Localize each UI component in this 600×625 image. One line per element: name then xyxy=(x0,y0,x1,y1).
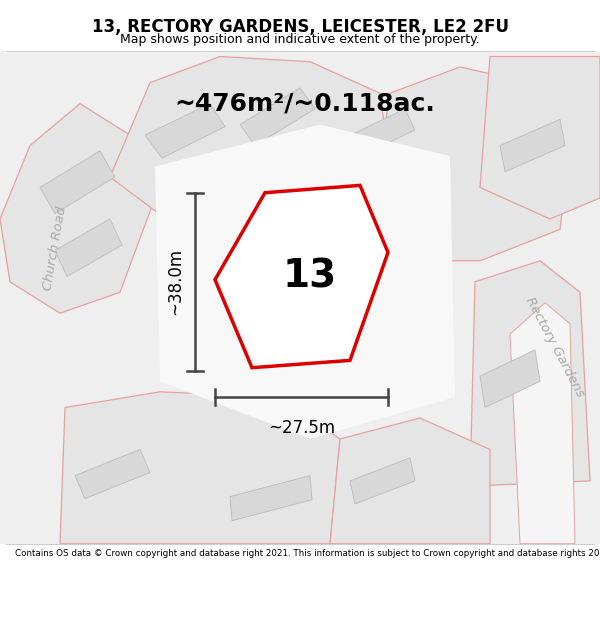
Polygon shape xyxy=(370,67,570,261)
Text: ~476m²/~0.118ac.: ~476m²/~0.118ac. xyxy=(175,92,436,116)
Text: ~38.0m: ~38.0m xyxy=(166,248,184,316)
Text: Church Road: Church Road xyxy=(41,205,69,291)
Polygon shape xyxy=(155,124,455,439)
Polygon shape xyxy=(230,476,312,521)
Polygon shape xyxy=(330,418,490,544)
Polygon shape xyxy=(215,186,388,368)
Polygon shape xyxy=(470,261,590,486)
Polygon shape xyxy=(110,56,390,240)
Text: Contains OS data © Crown copyright and database right 2021. This information is : Contains OS data © Crown copyright and d… xyxy=(15,549,600,558)
Polygon shape xyxy=(240,88,315,146)
Polygon shape xyxy=(55,219,122,276)
Polygon shape xyxy=(0,104,155,313)
Polygon shape xyxy=(350,458,415,504)
Polygon shape xyxy=(480,56,600,219)
Text: Map shows position and indicative extent of the property.: Map shows position and indicative extent… xyxy=(120,34,480,46)
Polygon shape xyxy=(75,449,150,499)
Polygon shape xyxy=(500,119,565,172)
Polygon shape xyxy=(510,302,575,544)
Text: ~27.5m: ~27.5m xyxy=(268,419,335,437)
Text: 13: 13 xyxy=(283,258,337,296)
Text: Rectory Gardens: Rectory Gardens xyxy=(523,294,587,399)
Text: 13, RECTORY GARDENS, LEICESTER, LE2 2FU: 13, RECTORY GARDENS, LEICESTER, LE2 2FU xyxy=(91,18,509,36)
Polygon shape xyxy=(60,392,340,544)
Polygon shape xyxy=(40,151,115,214)
Polygon shape xyxy=(145,104,225,158)
Polygon shape xyxy=(480,350,540,408)
Polygon shape xyxy=(340,109,415,161)
